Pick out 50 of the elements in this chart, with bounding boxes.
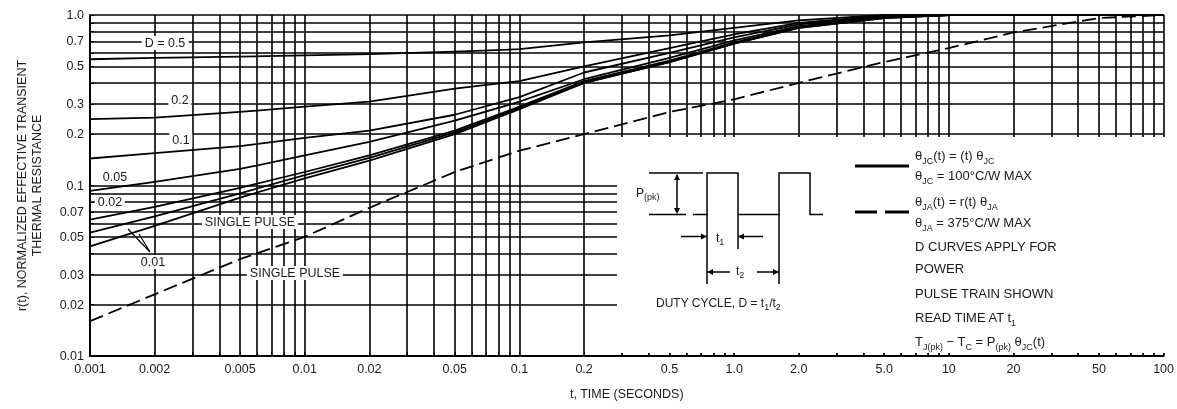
annotation: t$_{1}$ [716,231,725,250]
y-tick-label: 0.05 [59,229,85,244]
y-tick-label: 0.2 [66,127,85,142]
y-tick-label: 0.1 [66,178,85,193]
y-axis-title: r(t), NORMALIZED EFFECTIVE TRANSIENT THERMAL RESISTANCE [14,59,44,312]
annotation: PULSE TRAIN SHOWN [915,286,1054,301]
y-tick-label: 0.03 [59,267,85,282]
annotation: POWER [915,261,965,276]
x-tick-label: 0.02 [357,361,382,376]
series-label: SINGLE PULSE [201,215,299,229]
y-tick-label: 1.0 [66,8,85,22]
x-tick-label: 100 [1153,361,1175,376]
y-tick-label: 0.7 [66,34,85,49]
annotation: θ$_{JC}$(t) = (t) θ$_{JC}$ [915,148,995,168]
annotation: D CURVES APPLY FOR [915,239,1057,254]
annotation: θ$_{JA}$ = 375°C/W MAX [915,215,1032,235]
x-tick-label: 50 [1091,361,1106,376]
text: T$_{J(pk)}$ − T$_{C}$ = P$_{(pk)}$ θ$_{JC}$(t) [915,334,1046,352]
series-label: 0.2 [168,93,192,107]
y-tick-label: 0.02 [59,297,85,312]
annotation: READ TIME AT t$_{1}$ [915,310,1017,330]
x-tick-label: 10 [941,361,956,376]
x-tick-label: 0.05 [442,361,467,376]
annotation: t$_{2}$ [736,264,745,283]
x-tick-label: 0.5 [660,361,679,376]
y-tick-label: 0.3 [66,97,85,112]
x-tick-label: 1.0 [725,361,743,376]
x-tick-label: 0.1 [510,361,529,376]
annotation: θ$_{JC}$ = 100°C/W MAX [915,168,1032,188]
series-label: SINGLE PULSE [246,266,344,280]
series-label: 0.1 [169,133,193,147]
x-tick-label: 0.01 [292,361,317,376]
y-tick-label: 0.5 [66,59,85,74]
series-label: 0.02 [94,195,126,209]
annotation: θ$_{JA}$(t) = r(t) θ$_{JA}$ [915,194,998,214]
x-tick-label: 0.001 [74,361,106,376]
x-tick-label: 0.2 [575,361,593,376]
x-axis-title: t, TIME (SECONDS) [569,386,684,401]
annotation: P$_{(pk)}$ [636,186,660,205]
x-tick-label: 2.0 [790,361,808,376]
series-label: 0.05 [99,170,131,184]
annotation: DUTY CYCLE, D = t$_{1}$/t$_{2}$ [656,296,781,315]
x-tick-label: 0.005 [224,361,256,376]
legend-label: 0.01 [137,255,169,269]
x-tick-label: 5.0 [875,361,893,376]
x-tick-label: 20 [1006,361,1021,376]
series-label: D = 0.5 [141,36,189,50]
y-tick-label: 0.01 [59,349,85,363]
y-tick-label: 0.07 [59,204,85,219]
x-tick-label: 0.002 [138,361,171,376]
